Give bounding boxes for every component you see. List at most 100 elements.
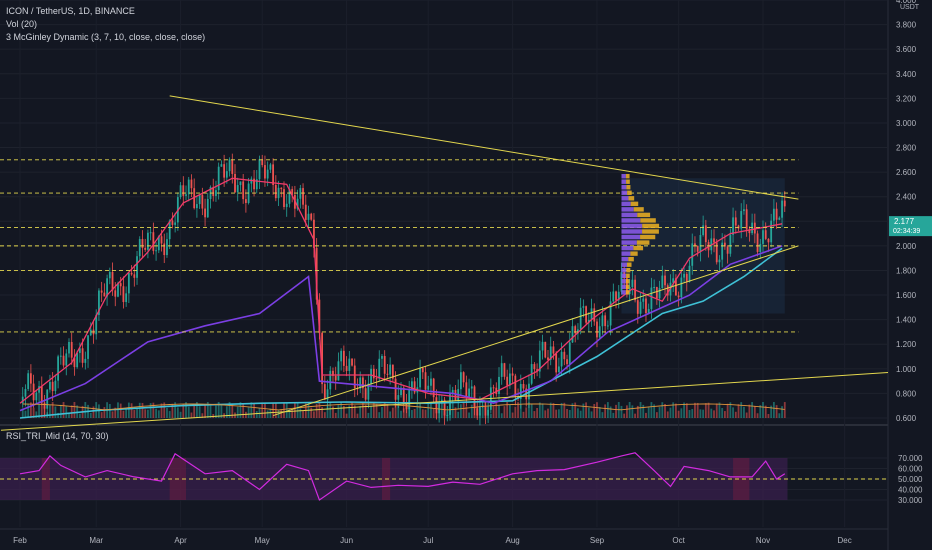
volume-profile-buy-bar xyxy=(621,185,627,190)
volume-bar xyxy=(609,406,612,418)
trendline xyxy=(0,372,889,431)
volume-bar xyxy=(182,404,185,418)
volume-bar xyxy=(427,403,430,418)
candle-body xyxy=(756,233,759,252)
volume-profile-sell-bar xyxy=(637,212,651,218)
volume-bar xyxy=(315,403,318,418)
candle-body xyxy=(781,200,783,218)
candle-body xyxy=(723,242,726,247)
candle-body xyxy=(334,375,337,381)
volume-bar xyxy=(734,411,737,418)
volume-bar xyxy=(489,413,492,418)
volume-bar xyxy=(574,402,577,418)
volume-bar xyxy=(329,402,332,418)
volume-bar xyxy=(781,406,783,418)
candle-body xyxy=(400,387,402,396)
volume-bar xyxy=(593,403,596,418)
panel-divider xyxy=(0,424,888,426)
volume-bar xyxy=(242,404,245,418)
candle-body xyxy=(35,392,38,401)
volume-bar xyxy=(514,406,517,418)
volume-legend[interactable]: Vol (20) xyxy=(6,19,38,29)
candle-body xyxy=(315,247,318,300)
volume-bar xyxy=(634,413,636,418)
candle-body xyxy=(149,232,152,234)
candle-body xyxy=(424,372,427,390)
volume-profile-sell-bar xyxy=(642,229,659,234)
volume-bar xyxy=(623,413,626,418)
volume-bar xyxy=(661,402,664,418)
rsi-tick-label: 50.000 xyxy=(898,475,923,484)
volume-bar xyxy=(43,407,46,418)
volume-bar xyxy=(577,408,579,418)
volume-bar xyxy=(125,408,128,418)
volume-bar xyxy=(544,410,547,418)
y-tick-label: 0.600 xyxy=(896,414,917,423)
volume-bar xyxy=(381,407,383,418)
volume-bar xyxy=(133,410,136,418)
volume-profile-buy-bar xyxy=(621,268,627,273)
volume-bar xyxy=(27,403,30,418)
candle-body xyxy=(78,348,81,353)
volume-bar xyxy=(571,403,574,418)
candle-body xyxy=(421,368,424,373)
volume-bar xyxy=(78,413,81,418)
candle-body xyxy=(612,291,615,302)
volume-bar xyxy=(691,408,694,418)
volume-bar xyxy=(751,402,754,418)
volume-profile-buy-bar xyxy=(621,262,628,267)
volume-bar xyxy=(743,406,745,418)
rsi-legend[interactable]: RSI_TRI_Mid (14, 70, 30) xyxy=(6,431,109,441)
candle-body xyxy=(313,219,315,248)
candle-body xyxy=(454,389,457,401)
volume-bar xyxy=(114,407,117,418)
volume-bar xyxy=(394,402,397,418)
rsi-tick-label: 30.000 xyxy=(898,496,923,505)
volume-bar xyxy=(340,402,343,418)
volume-bar xyxy=(645,412,647,418)
x-tick-label: Sep xyxy=(590,536,605,545)
candle-body xyxy=(764,230,767,239)
candle-body xyxy=(506,376,509,386)
volume-bar xyxy=(272,402,275,418)
volume-profile-buy-bar xyxy=(621,251,631,256)
candle-body xyxy=(577,329,579,334)
volume-bar xyxy=(353,405,356,418)
volume-bar xyxy=(193,404,196,418)
mcginley-legend[interactable]: 3 McGinley Dynamic (3, 7, 10, close, clo… xyxy=(6,32,206,42)
symbol-title[interactable]: ICON / TetherUS, 1D, BINANCE xyxy=(6,6,135,16)
candle-body xyxy=(582,306,585,308)
volume-bar xyxy=(726,403,729,418)
candle-body xyxy=(378,358,381,379)
volume-bar xyxy=(552,403,555,418)
candle-body xyxy=(775,208,778,220)
volume-bar xyxy=(566,408,568,418)
volume-bar xyxy=(555,409,558,418)
candle-body xyxy=(57,356,60,381)
volume-bar xyxy=(171,403,174,418)
candle-body xyxy=(533,364,536,370)
volume-bar xyxy=(321,407,323,418)
candle-body xyxy=(658,288,661,299)
volume-bar xyxy=(495,402,498,418)
x-tick-label: Apr xyxy=(174,536,187,545)
volume-bar xyxy=(40,402,43,418)
volume-bar xyxy=(503,406,506,418)
candle-body xyxy=(258,159,261,180)
candle-body xyxy=(389,364,392,375)
volume-profile-sell-bar xyxy=(640,234,656,240)
candle-body xyxy=(196,204,198,209)
y-tick-label: 3.400 xyxy=(896,70,917,79)
volume-bar xyxy=(326,404,329,418)
candle-body xyxy=(778,217,781,220)
volume-bar xyxy=(225,406,228,418)
volume-bar xyxy=(650,402,653,418)
volume-bar xyxy=(778,413,781,418)
volume-bar xyxy=(411,410,413,418)
candle-body xyxy=(511,373,514,376)
volume-bar xyxy=(541,403,544,418)
y-tick-label: 4.000 xyxy=(896,0,917,5)
candle-body xyxy=(451,389,454,394)
candle-body xyxy=(552,346,555,354)
